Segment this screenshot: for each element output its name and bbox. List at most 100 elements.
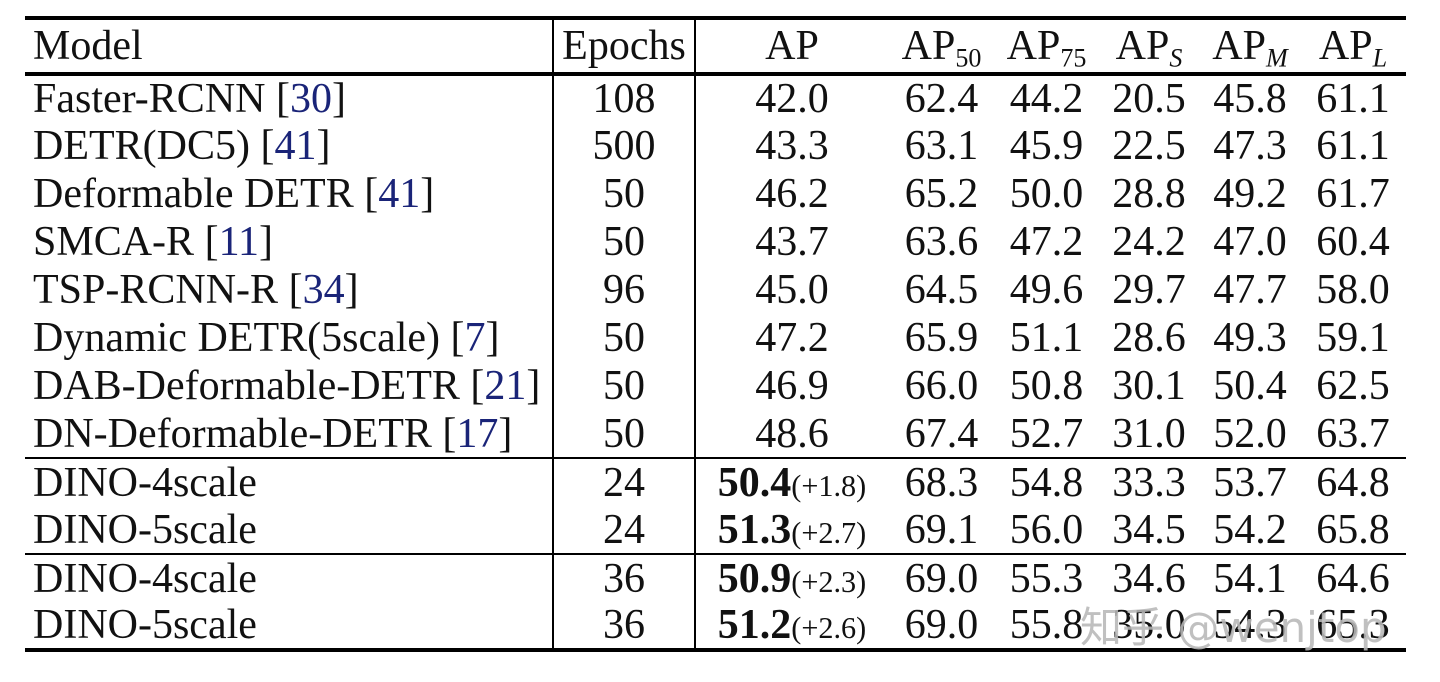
col-header-apm: APM <box>1200 18 1300 74</box>
citation-number: 11 <box>218 219 260 265</box>
col-header-aps: APS <box>1098 18 1200 74</box>
cell-ap50: 64.5 <box>904 267 979 313</box>
cell-aps: 34.6 <box>1112 555 1186 602</box>
cell-model: DINO-5scale <box>25 506 554 554</box>
cell-aps: 28.8 <box>1112 171 1186 217</box>
table-row: SMCA-R [11] 50 43.7 63.6 47.2 24.2 47.0 60.4 <box>25 218 1406 266</box>
cell-aps: 35.0 <box>1112 602 1186 648</box>
ap-value: 50.4 <box>717 459 792 506</box>
citation-bracket: [ <box>204 219 219 265</box>
cell-ap75: 44.2 <box>1009 76 1084 122</box>
model-name: DINO-5scale <box>33 602 257 648</box>
cell-aps: 31.0 <box>1112 410 1186 457</box>
table-row: Deformable DETR [41] 50 46.2 65.2 50.0 28.8 49… <box>25 170 1406 218</box>
cell-ap50: 66.0 <box>904 363 979 409</box>
table-row: DINO-4scale 36 50.9(+2.3) 69.0 55.3 34.6 54.1 6… <box>25 554 1406 602</box>
ap-gain: (+2.6) <box>791 611 867 645</box>
cell-model: DINO-4scale <box>25 458 554 506</box>
table-row: DINO-5scale 24 51.3(+2.7) 69.1 56.0 34.5 54.2 6… <box>25 506 1406 554</box>
citation-bracket: [ <box>288 267 303 313</box>
cell-apm: 52.0 <box>1213 410 1287 457</box>
ap-value: 51.2 <box>717 602 792 648</box>
cell-ap: 50.9(+2.3) <box>695 554 888 602</box>
model-name: Deformable DETR <box>33 171 365 217</box>
cell-ap: 45.0 <box>695 266 888 314</box>
table-row: DETR(DC5) [41] 500 43.3 63.1 45.9 22.5 47.3 61.… <box>25 122 1406 170</box>
ap-gain: (+2.3) <box>791 564 867 599</box>
cell-ap75: 47.2 <box>1009 219 1084 265</box>
cell-aps: 24.2 <box>1112 219 1186 265</box>
header-ap50-sub: 50 <box>955 43 982 73</box>
ap-value: 46.2 <box>755 171 829 217</box>
model-name: DINO-4scale <box>33 555 257 602</box>
cell-aps: 22.5 <box>1112 123 1186 169</box>
table-row: DINO-5scale 36 51.2(+2.6) 69.0 55.8 35.0 54.3 6… <box>25 602 1406 650</box>
cell-apl: 60.4 <box>1316 219 1390 265</box>
ap-value: 43.3 <box>755 123 829 169</box>
citation-bracket: ] <box>316 123 331 169</box>
cell-ap75: 50.8 <box>1009 363 1084 409</box>
citation-number: 41 <box>274 123 317 169</box>
cell-ap50: 63.6 <box>904 219 979 265</box>
cell-ap: 47.2 <box>695 314 888 362</box>
cell-epochs: 50 <box>553 410 696 458</box>
cell-model: DAB-Deformable-DETR [21] <box>25 362 554 410</box>
cell-ap: 48.6 <box>695 410 888 458</box>
cell-aps: 20.5 <box>1112 76 1186 122</box>
col-header-epochs: Epochs <box>553 18 696 74</box>
cell-model: DN-Deformable-DETR [17] <box>25 410 554 458</box>
cell-ap: 46.2 <box>695 170 888 218</box>
citation-number: 30 <box>289 76 332 122</box>
cell-epochs: 500 <box>553 122 696 170</box>
cell-aps: 29.7 <box>1112 267 1186 313</box>
cell-epochs: 50 <box>553 170 696 218</box>
table-row: Faster-RCNN [30] 108 42.0 62.4 44.2 20.5 45.8 6… <box>25 74 1406 122</box>
cell-ap50: 69.0 <box>904 555 979 602</box>
cell-ap75: 52.7 <box>1009 410 1084 457</box>
cell-apl: 64.6 <box>1316 555 1390 602</box>
citation-number: 7 <box>464 315 486 361</box>
cell-apm: 49.3 <box>1213 315 1287 361</box>
cell-apm: 54.1 <box>1213 555 1287 602</box>
citation-bracket: [ <box>470 363 485 409</box>
citation-bracket: [ <box>275 76 290 122</box>
cell-model: DINO-5scale <box>25 602 554 650</box>
citation-bracket: [ <box>442 410 457 457</box>
ap-value: 43.7 <box>755 219 829 265</box>
ap-value: 48.6 <box>755 410 829 457</box>
header-row: Model Epochs AP AP50 AP75 APS APM APL <box>25 18 1406 74</box>
citation-bracket: ] <box>498 410 513 457</box>
cell-epochs: 36 <box>553 602 696 650</box>
cell-model: DETR(DC5) [41] <box>25 122 554 170</box>
cell-ap75: 45.9 <box>1009 123 1084 169</box>
cell-ap: 43.3 <box>695 122 888 170</box>
cell-model: Faster-RCNN [30] <box>25 74 554 122</box>
cell-apl: 63.7 <box>1316 410 1390 457</box>
cell-epochs: 50 <box>553 314 696 362</box>
cell-ap50: 65.2 <box>904 171 979 217</box>
citation-number: 34 <box>302 267 345 313</box>
model-name: Faster-RCNN <box>33 76 276 122</box>
cell-apl: 59.1 <box>1316 315 1390 361</box>
cell-ap75: 51.1 <box>1009 315 1084 361</box>
citation-bracket: ] <box>526 363 541 409</box>
cell-ap50: 67.4 <box>904 410 979 457</box>
header-apm-base: AP <box>1212 23 1266 69</box>
cell-apm: 47.0 <box>1213 219 1287 265</box>
cell-model: DINO-4scale <box>25 554 554 602</box>
citation-bracket: ] <box>331 76 346 122</box>
model-name: DINO-5scale <box>33 506 257 553</box>
cell-epochs: 50 <box>553 218 696 266</box>
cell-ap75: 50.0 <box>1009 171 1084 217</box>
header-apl-sub: L <box>1372 43 1388 73</box>
citation-bracket: [ <box>450 315 465 361</box>
results-table: Model Epochs AP AP50 AP75 APS APM APL Fa… <box>25 16 1406 652</box>
cell-model: Deformable DETR [41] <box>25 170 554 218</box>
citation-number: 41 <box>378 171 421 217</box>
model-name: Dynamic DETR(5scale) <box>33 315 451 361</box>
cell-ap: 42.0 <box>695 74 888 122</box>
col-header-model: Model <box>25 18 554 74</box>
model-name: DETR(DC5) <box>33 123 261 169</box>
citation-bracket: ] <box>485 315 500 361</box>
